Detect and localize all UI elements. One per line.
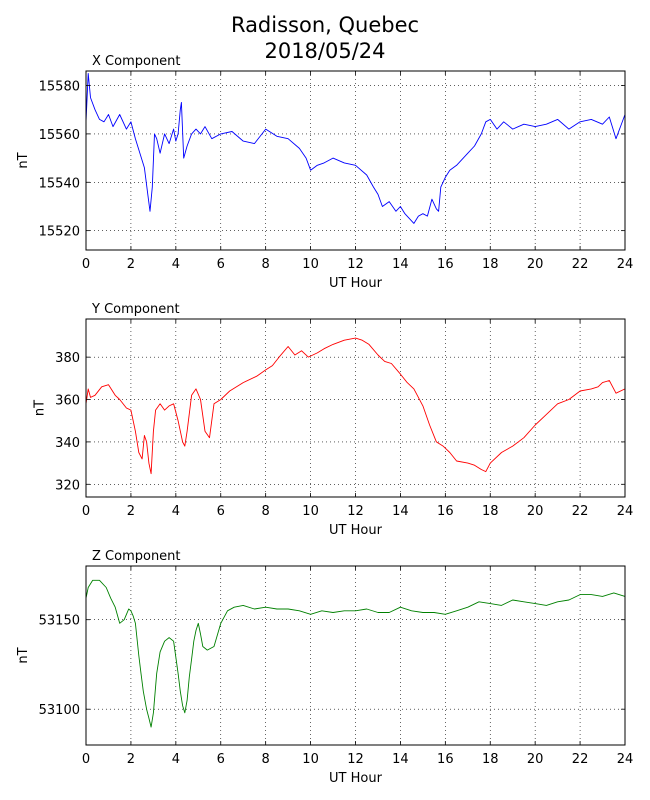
x-tick-label: 0	[82, 752, 90, 767]
x-tick-label: 10	[302, 752, 319, 767]
x-tick-label: 20	[527, 752, 544, 767]
y-tick-label: 53150	[39, 614, 80, 629]
x-tick-label: 24	[617, 752, 634, 767]
x-tick-label: 6	[217, 257, 225, 272]
x-axis-label-y: UT Hour	[329, 523, 383, 538]
x-tick-label: 8	[262, 504, 270, 519]
x-tick-label: 16	[437, 752, 454, 767]
y-tick-label: 340	[55, 436, 80, 451]
x-tick-label: 0	[82, 504, 90, 519]
y-tick-label: 15540	[39, 176, 80, 191]
y-tick-label: 360	[55, 394, 80, 409]
y-tick-label: 320	[55, 478, 80, 493]
x-tick-label: 8	[262, 257, 270, 272]
series-line-z	[85, 579, 626, 728]
x-axis-label-z: UT Hour	[329, 771, 383, 786]
y-tick-label: 15580	[39, 80, 80, 95]
x-tick-label: 6	[217, 504, 225, 519]
figure-title: Radisson, Quebec 2018/05/24	[0, 12, 650, 64]
x-tick-label: 10	[302, 257, 319, 272]
x-tick-label: 14	[392, 257, 409, 272]
x-tick-label: 24	[617, 504, 634, 519]
x-tick-label: 8	[262, 752, 270, 767]
panel-title-z: Z Component	[92, 549, 181, 564]
x-tick-label: 18	[482, 257, 499, 272]
x-tick-label: 14	[392, 752, 409, 767]
x-tick-label: 2	[127, 752, 135, 767]
x-tick-label: 14	[392, 504, 409, 519]
x-tick-label: 24	[617, 257, 634, 272]
x-tick-label: 10	[302, 504, 319, 519]
panel-x: 0 2 4 6 8 10 12 14 16 18 20 22 241552015540155601558…	[16, 54, 633, 291]
x-tick-label: 6	[217, 752, 225, 767]
title-date: 2018/05/24	[264, 39, 386, 63]
y-tick-label: 53100	[39, 703, 80, 718]
x-tick-label: 18	[482, 752, 499, 767]
x-tick-label: 18	[482, 504, 499, 519]
x-tick-label: 0	[82, 257, 90, 272]
y-axis-label-x: nT	[16, 152, 31, 168]
x-tick-label: 4	[172, 504, 180, 519]
x-tick-label: 12	[347, 257, 364, 272]
x-tick-label: 22	[572, 504, 589, 519]
x-tick-label: 2	[127, 257, 135, 272]
x-tick-label: 4	[172, 257, 180, 272]
x-tick-label: 22	[572, 257, 589, 272]
x-tick-label: 16	[437, 257, 454, 272]
x-tick-label: 20	[527, 504, 544, 519]
title-station: Radisson, Quebec	[230, 13, 420, 37]
y-tick-label: 15520	[39, 225, 80, 240]
x-tick-label: 16	[437, 504, 454, 519]
y-axis-label-y: nT	[32, 400, 47, 416]
y-tick-label: 380	[55, 351, 80, 366]
series-line-y	[85, 337, 626, 475]
x-tick-label: 12	[347, 752, 364, 767]
x-tick-label: 2	[127, 504, 135, 519]
series-line-x	[85, 72, 626, 224]
panel-title-x: X Component	[92, 54, 181, 69]
x-tick-label: 20	[527, 257, 544, 272]
x-tick-label: 4	[172, 752, 180, 767]
panel-title-y: Y Component	[91, 302, 180, 317]
y-axis-label-z: nT	[16, 647, 31, 663]
y-tick-label: 15560	[39, 128, 80, 143]
x-tick-label: 22	[572, 752, 589, 767]
x-tick-label: 12	[347, 504, 364, 519]
x-axis-label-x: UT Hour	[329, 276, 383, 291]
